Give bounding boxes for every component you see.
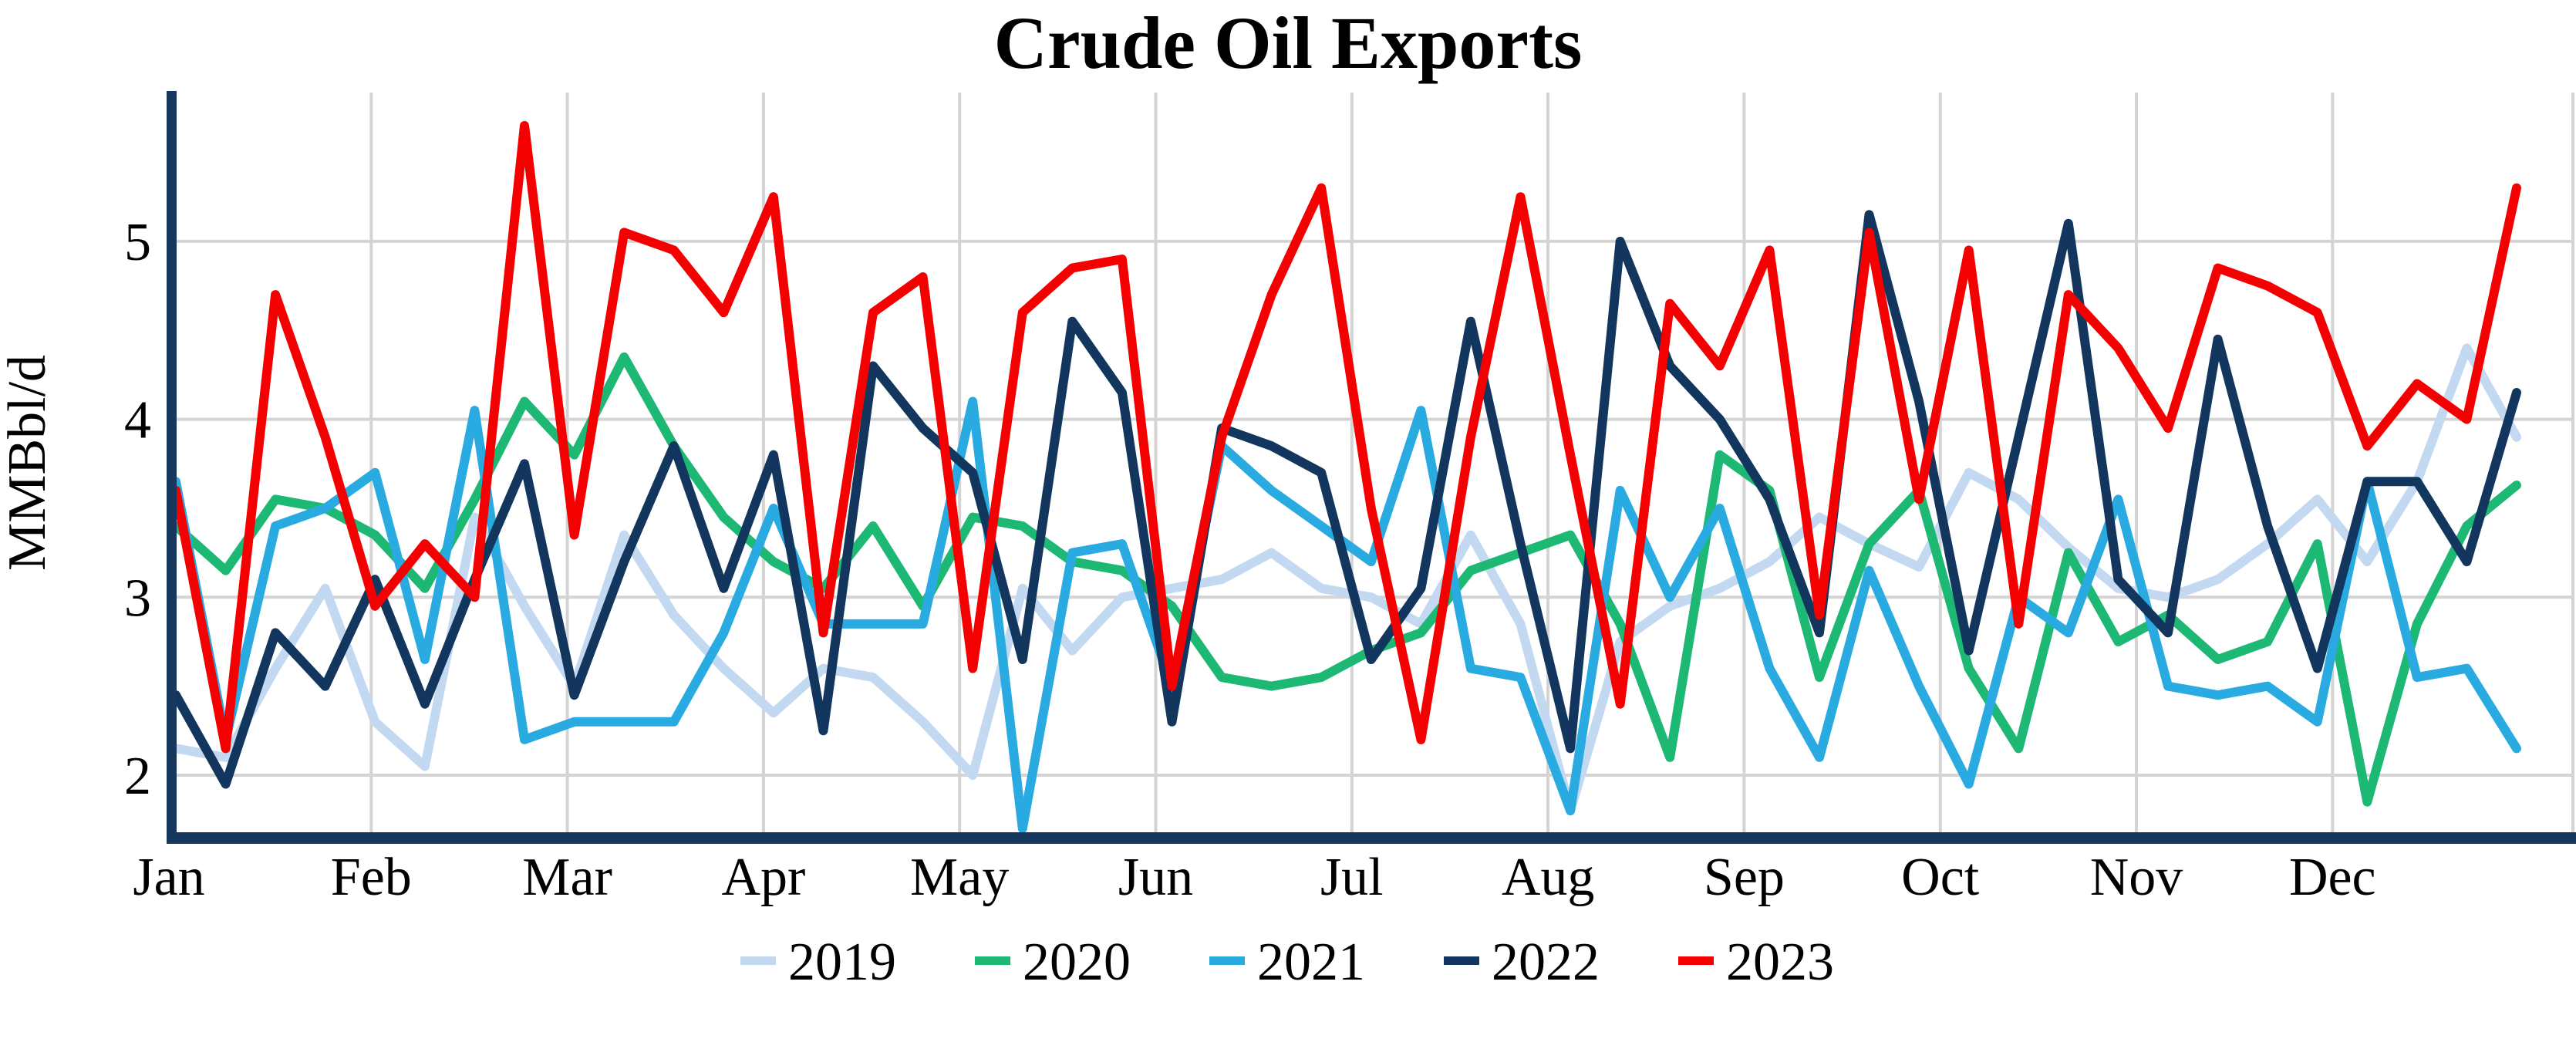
y-axis-line [167,91,177,841]
series-lines [171,120,2521,834]
legend-label-2020: 2020 [1023,933,1131,992]
legend-label-2019: 2019 [788,933,896,992]
x-tick-label-Jun: Jun [1118,848,1193,907]
y-tick-label-5: 5 [124,213,151,272]
series-line-2023 [171,120,2521,754]
legend-label-2022: 2022 [1492,933,1600,992]
legend-swatch-2020 [975,956,1010,965]
y-tick-label-4: 4 [124,391,151,450]
x-tick-label-Feb: Feb [331,848,412,907]
y-tick-label-3: 3 [124,568,151,628]
legend-item-2020: 2020 [975,933,1131,992]
legend-item-2019: 2019 [740,933,896,992]
x-axis-month-labels: Jan Feb Mar Apr May Jun Jul Aug Sep Oct Nov Dec [133,848,2375,907]
x-axis-line [167,832,2576,844]
legend-swatch-2023 [1678,956,1714,965]
legend-label-2023: 2023 [1726,933,1834,992]
y-axis-title: MMBbl/d [0,355,57,571]
legend-item-2021: 2021 [1209,933,1365,992]
legend-swatch-2022 [1444,956,1479,965]
legend-item-2023: 2023 [1678,933,1834,992]
y-axis-tick-labels: 5 4 3 2 [124,213,151,806]
x-tick-label-Mar: Mar [522,848,612,907]
x-tick-label-Jul: Jul [1320,848,1384,907]
x-tick-label-Dec: Dec [2289,848,2376,907]
x-tick-label-May: May [910,848,1009,907]
x-tick-label-Oct: Oct [1901,848,1980,907]
chart-legend: 2019 2020 2021 2022 2023 [740,933,1834,992]
series-line-2022 [171,210,2521,789]
axes [167,91,2576,844]
legend-swatch-2021 [1209,956,1245,965]
y-tick-label-2: 2 [124,747,151,806]
x-tick-label-Nov: Nov [2090,848,2183,907]
x-tick-label-Apr: Apr [721,848,805,907]
x-tick-label-Aug: Aug [1502,848,1595,907]
legend-label-2021: 2021 [1257,933,1365,992]
x-tick-label-Sep: Sep [1704,848,1785,907]
legend-item-2022: 2022 [1444,933,1600,992]
x-tick-label-Jan: Jan [133,848,204,907]
chart-title: Crude Oil Exports [994,2,1583,84]
gridlines [171,93,2574,835]
series-line-2021 [171,396,2521,834]
legend-swatch-2019 [740,956,776,965]
